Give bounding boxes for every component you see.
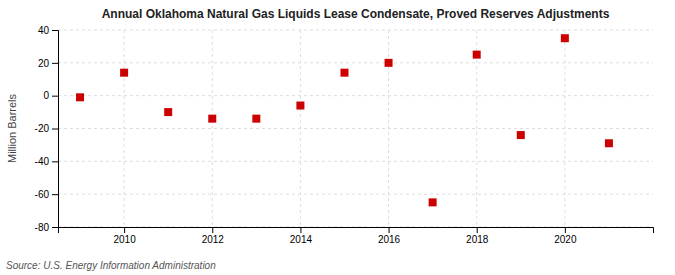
x-tick-label: 2018	[466, 234, 489, 245]
x-tick-label: 2010	[113, 234, 136, 245]
point	[429, 198, 437, 206]
point	[517, 131, 525, 139]
y-tick: -40	[35, 156, 58, 167]
y-tick-mark	[52, 129, 58, 130]
points	[76, 34, 613, 206]
grid-line-y	[58, 194, 653, 195]
y-tick-label: -40	[35, 156, 50, 167]
grid-line-x	[564, 30, 565, 227]
x-tick: 2014	[290, 227, 313, 245]
point	[252, 115, 260, 123]
y-tick-label: 20	[38, 58, 50, 69]
grid-line-y	[58, 30, 653, 31]
grid-line-y	[58, 128, 653, 129]
grid-line-x	[300, 30, 301, 227]
y-tick-mark	[52, 63, 58, 64]
x-tick-label: 2016	[378, 234, 401, 245]
point	[561, 34, 569, 42]
source: Source: U.S. Energy Information Administ…	[6, 260, 216, 271]
y-tick-mark	[52, 30, 58, 31]
y-tick: -60	[35, 189, 58, 200]
point	[605, 139, 613, 147]
grid-line-y	[58, 62, 653, 63]
grid-line-y	[58, 161, 653, 162]
y-tick-label: -60	[35, 189, 50, 200]
y-tick-label: -20	[35, 123, 50, 134]
grid-line-x	[212, 30, 213, 227]
x-axis: 2010 2012 2014 2016 2018 2020	[59, 227, 654, 245]
x-tick-mark	[565, 227, 566, 233]
point	[164, 108, 172, 116]
x-tick: 2020	[554, 227, 577, 245]
y-tick-mark	[52, 227, 58, 228]
y-tick: 0	[43, 90, 58, 101]
x-tick: 2012	[202, 227, 225, 245]
title: Annual Oklahoma Natural Gas Liquids Leas…	[102, 7, 610, 21]
grid	[58, 30, 653, 227]
x-axis-line	[59, 228, 654, 234]
y-tick-label: 0	[43, 90, 49, 101]
y-tick: -20	[35, 123, 58, 134]
y-axis: -80 -60 -40 -20 0 20 40	[35, 25, 59, 233]
x-tick: 2010	[113, 227, 136, 245]
point	[296, 102, 304, 110]
point	[385, 59, 393, 67]
x-tick: 2018	[466, 227, 489, 245]
x-tick-label: 2020	[554, 234, 577, 245]
y-axis-line	[52, 31, 59, 228]
y-tick-label: -80	[35, 222, 50, 233]
y-tick: 20	[38, 58, 58, 69]
x-tick-label: 2014	[290, 234, 313, 245]
chart-svg: 2010 2012 2014 2016 2018 2020 -80 -60 -40 -20 0 20 4…	[0, 0, 675, 275]
point	[120, 69, 128, 77]
x-tick-mark	[124, 227, 125, 233]
point	[208, 115, 216, 123]
x-tick-mark	[300, 227, 301, 233]
y-axis-title: Million Barrels	[6, 93, 18, 163]
x-tick: 2016	[378, 227, 401, 245]
point	[76, 93, 84, 101]
x-tick-label: 2012	[202, 234, 225, 245]
x-tick-mark	[389, 227, 390, 233]
y-tick: -80	[35, 222, 58, 233]
x-tick-mark	[477, 227, 478, 233]
grid-line-x	[476, 30, 477, 227]
y-tick-label: 40	[38, 25, 50, 36]
y-tick-mark	[52, 161, 58, 162]
y-tick-mark	[52, 96, 58, 97]
grid-line-y	[58, 95, 653, 96]
point	[340, 69, 348, 77]
point	[473, 51, 481, 59]
y-tick-mark	[52, 194, 58, 195]
y-tick: 40	[38, 25, 58, 36]
x-tick-mark	[212, 227, 213, 233]
grid-line-x	[124, 30, 125, 227]
